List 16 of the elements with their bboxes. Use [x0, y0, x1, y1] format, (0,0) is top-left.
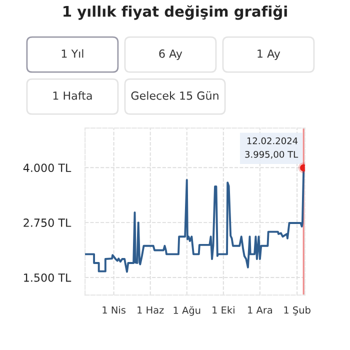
text: 1 Yıl: [62, 49, 84, 58]
annotation: 12.02.2024 3.995,00 TL: [245, 137, 298, 159]
text: 1 Ay: [258, 50, 280, 60]
text: 1 Hafta: [53, 91, 92, 100]
x-tick-label: 1 Eki: [212, 306, 234, 314]
y-tick-label: 4.000 TL: [23, 164, 72, 172]
x-tick-label: 1 Şub: [284, 306, 310, 316]
x-tick-label: 1 Ara: [248, 306, 272, 314]
x-tick-label: 1 Nis: [102, 306, 126, 314]
y-tick-label: 1.500 TL: [24, 273, 72, 282]
chart-title: 1 yıllık fiyat değişim grafiği: [64, 5, 287, 20]
text: 6 Ay: [159, 49, 182, 60]
text: Gelecek 15 Gün: [131, 91, 218, 100]
x-tick-label: 1 Haz: [138, 306, 164, 314]
y-tick-label: 2.750 TL: [24, 218, 72, 227]
x-tick-label: 1 Ağu: [174, 306, 200, 316]
